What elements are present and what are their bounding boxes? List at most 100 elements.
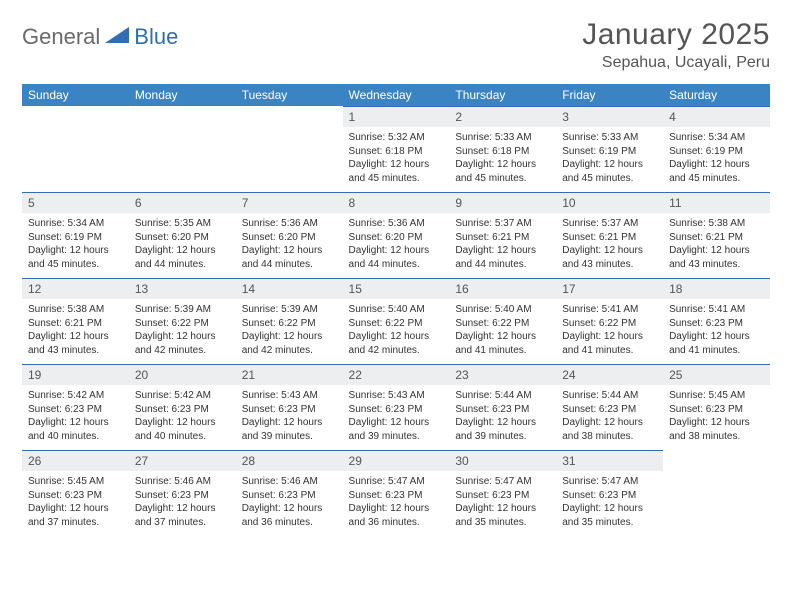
calendar-cell: 6Sunrise: 5:35 AMSunset: 6:20 PMDaylight… bbox=[129, 192, 236, 278]
day-body: Sunrise: 5:40 AMSunset: 6:22 PMDaylight:… bbox=[449, 299, 556, 359]
daylight-line: Daylight: 12 hours and 45 minutes. bbox=[28, 244, 123, 271]
day-number: 17 bbox=[556, 278, 663, 299]
day-number: 26 bbox=[22, 450, 129, 471]
sunrise-line: Sunrise: 5:47 AM bbox=[455, 475, 550, 489]
sunset-line: Sunset: 6:22 PM bbox=[242, 317, 337, 331]
day-number: 25 bbox=[663, 364, 770, 385]
header: General Blue January 2025 Sepahua, Ucaya… bbox=[22, 18, 770, 72]
calendar-row: 5Sunrise: 5:34 AMSunset: 6:19 PMDaylight… bbox=[22, 192, 770, 278]
day-number: 23 bbox=[449, 364, 556, 385]
day-body: Sunrise: 5:44 AMSunset: 6:23 PMDaylight:… bbox=[556, 385, 663, 445]
daylight-line: Daylight: 12 hours and 36 minutes. bbox=[242, 502, 337, 529]
day-number: 15 bbox=[343, 278, 450, 299]
calendar-cell: 26Sunrise: 5:45 AMSunset: 6:23 PMDayligh… bbox=[22, 450, 129, 536]
calendar-cell: 30Sunrise: 5:47 AMSunset: 6:23 PMDayligh… bbox=[449, 450, 556, 536]
sunset-line: Sunset: 6:19 PM bbox=[28, 231, 123, 245]
location-text: Sepahua, Ucayali, Peru bbox=[582, 54, 770, 72]
daylight-line: Daylight: 12 hours and 45 minutes. bbox=[669, 158, 764, 185]
calendar-cell: 20Sunrise: 5:42 AMSunset: 6:23 PMDayligh… bbox=[129, 364, 236, 450]
sunset-line: Sunset: 6:23 PM bbox=[28, 489, 123, 503]
daylight-line: Daylight: 12 hours and 44 minutes. bbox=[349, 244, 444, 271]
calendar-cell: 25Sunrise: 5:45 AMSunset: 6:23 PMDayligh… bbox=[663, 364, 770, 450]
day-number: 18 bbox=[663, 278, 770, 299]
calendar-cell: 22Sunrise: 5:43 AMSunset: 6:23 PMDayligh… bbox=[343, 364, 450, 450]
daylight-line: Daylight: 12 hours and 43 minutes. bbox=[28, 330, 123, 357]
sunset-line: Sunset: 6:23 PM bbox=[455, 403, 550, 417]
weekday-header: Friday bbox=[556, 84, 663, 106]
weekday-header: Monday bbox=[129, 84, 236, 106]
daylight-line: Daylight: 12 hours and 41 minutes. bbox=[669, 330, 764, 357]
day-number: 29 bbox=[343, 450, 450, 471]
calendar-cell: 11Sunrise: 5:38 AMSunset: 6:21 PMDayligh… bbox=[663, 192, 770, 278]
daylight-line: Daylight: 12 hours and 45 minutes. bbox=[562, 158, 657, 185]
sunrise-line: Sunrise: 5:42 AM bbox=[135, 389, 230, 403]
day-body: Sunrise: 5:39 AMSunset: 6:22 PMDaylight:… bbox=[236, 299, 343, 359]
calendar-cell: 14Sunrise: 5:39 AMSunset: 6:22 PMDayligh… bbox=[236, 278, 343, 364]
calendar-cell: 1Sunrise: 5:32 AMSunset: 6:18 PMDaylight… bbox=[343, 106, 450, 192]
sunset-line: Sunset: 6:23 PM bbox=[135, 403, 230, 417]
calendar-row: 26Sunrise: 5:45 AMSunset: 6:23 PMDayligh… bbox=[22, 450, 770, 536]
day-number: 28 bbox=[236, 450, 343, 471]
logo-text-blue: Blue bbox=[134, 24, 178, 50]
calendar-cell: 9Sunrise: 5:37 AMSunset: 6:21 PMDaylight… bbox=[449, 192, 556, 278]
daylight-line: Daylight: 12 hours and 39 minutes. bbox=[455, 416, 550, 443]
sunrise-line: Sunrise: 5:46 AM bbox=[242, 475, 337, 489]
day-body: Sunrise: 5:35 AMSunset: 6:20 PMDaylight:… bbox=[129, 213, 236, 273]
sunrise-line: Sunrise: 5:46 AM bbox=[135, 475, 230, 489]
sunrise-line: Sunrise: 5:36 AM bbox=[242, 217, 337, 231]
sunset-line: Sunset: 6:22 PM bbox=[135, 317, 230, 331]
day-number: 9 bbox=[449, 192, 556, 213]
weekday-header: Sunday bbox=[22, 84, 129, 106]
weekday-header: Tuesday bbox=[236, 84, 343, 106]
title-block: January 2025 Sepahua, Ucayali, Peru bbox=[582, 18, 770, 72]
sunset-line: Sunset: 6:20 PM bbox=[349, 231, 444, 245]
day-body: Sunrise: 5:32 AMSunset: 6:18 PMDaylight:… bbox=[343, 127, 450, 187]
day-body: Sunrise: 5:47 AMSunset: 6:23 PMDaylight:… bbox=[449, 471, 556, 531]
sunset-line: Sunset: 6:23 PM bbox=[669, 403, 764, 417]
sunrise-line: Sunrise: 5:43 AM bbox=[242, 389, 337, 403]
day-body: Sunrise: 5:38 AMSunset: 6:21 PMDaylight:… bbox=[22, 299, 129, 359]
logo: General Blue bbox=[22, 18, 178, 50]
day-body: Sunrise: 5:41 AMSunset: 6:23 PMDaylight:… bbox=[663, 299, 770, 359]
day-body: Sunrise: 5:45 AMSunset: 6:23 PMDaylight:… bbox=[22, 471, 129, 531]
daylight-line: Daylight: 12 hours and 35 minutes. bbox=[455, 502, 550, 529]
sunrise-line: Sunrise: 5:37 AM bbox=[455, 217, 550, 231]
sunrise-line: Sunrise: 5:42 AM bbox=[28, 389, 123, 403]
daylight-line: Daylight: 12 hours and 39 minutes. bbox=[349, 416, 444, 443]
day-number: 1 bbox=[343, 106, 450, 127]
sunrise-line: Sunrise: 5:34 AM bbox=[28, 217, 123, 231]
day-number: 27 bbox=[129, 450, 236, 471]
sunrise-line: Sunrise: 5:45 AM bbox=[28, 475, 123, 489]
day-number: 19 bbox=[22, 364, 129, 385]
calendar-cell: 10Sunrise: 5:37 AMSunset: 6:21 PMDayligh… bbox=[556, 192, 663, 278]
sunrise-line: Sunrise: 5:33 AM bbox=[455, 131, 550, 145]
weekday-header: Wednesday bbox=[343, 84, 450, 106]
day-body: Sunrise: 5:39 AMSunset: 6:22 PMDaylight:… bbox=[129, 299, 236, 359]
calendar-cell: 13Sunrise: 5:39 AMSunset: 6:22 PMDayligh… bbox=[129, 278, 236, 364]
day-number: 7 bbox=[236, 192, 343, 213]
calendar-cell: 21Sunrise: 5:43 AMSunset: 6:23 PMDayligh… bbox=[236, 364, 343, 450]
day-number: 22 bbox=[343, 364, 450, 385]
daylight-line: Daylight: 12 hours and 41 minutes. bbox=[455, 330, 550, 357]
calendar-row: 19Sunrise: 5:42 AMSunset: 6:23 PMDayligh… bbox=[22, 364, 770, 450]
weekday-header: Thursday bbox=[449, 84, 556, 106]
calendar-header-row: SundayMondayTuesdayWednesdayThursdayFrid… bbox=[22, 84, 770, 106]
calendar-cell bbox=[236, 106, 343, 192]
day-body: Sunrise: 5:37 AMSunset: 6:21 PMDaylight:… bbox=[556, 213, 663, 273]
day-number: 14 bbox=[236, 278, 343, 299]
sunset-line: Sunset: 6:18 PM bbox=[455, 145, 550, 159]
sunrise-line: Sunrise: 5:44 AM bbox=[562, 389, 657, 403]
daylight-line: Daylight: 12 hours and 39 minutes. bbox=[242, 416, 337, 443]
calendar-cell: 19Sunrise: 5:42 AMSunset: 6:23 PMDayligh… bbox=[22, 364, 129, 450]
day-body: Sunrise: 5:46 AMSunset: 6:23 PMDaylight:… bbox=[236, 471, 343, 531]
daylight-line: Daylight: 12 hours and 44 minutes. bbox=[242, 244, 337, 271]
daylight-line: Daylight: 12 hours and 38 minutes. bbox=[669, 416, 764, 443]
sunset-line: Sunset: 6:23 PM bbox=[669, 317, 764, 331]
sunset-line: Sunset: 6:18 PM bbox=[349, 145, 444, 159]
sunset-line: Sunset: 6:23 PM bbox=[135, 489, 230, 503]
sunset-line: Sunset: 6:21 PM bbox=[669, 231, 764, 245]
daylight-line: Daylight: 12 hours and 38 minutes. bbox=[562, 416, 657, 443]
calendar-cell: 7Sunrise: 5:36 AMSunset: 6:20 PMDaylight… bbox=[236, 192, 343, 278]
sunset-line: Sunset: 6:23 PM bbox=[562, 403, 657, 417]
calendar-body: 1Sunrise: 5:32 AMSunset: 6:18 PMDaylight… bbox=[22, 106, 770, 536]
